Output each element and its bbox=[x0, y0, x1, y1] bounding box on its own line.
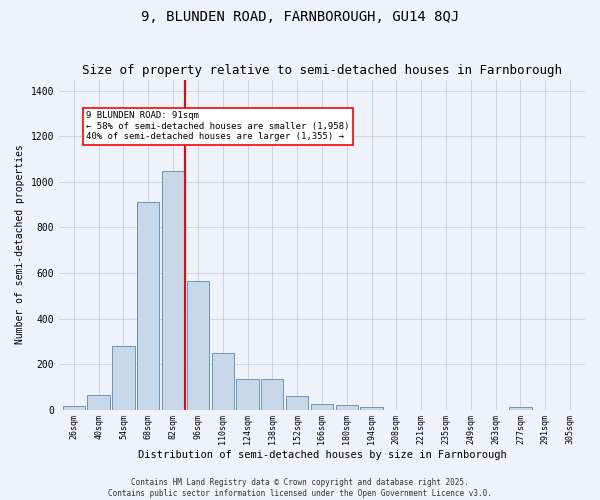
Bar bbox=[62, 406, 85, 409]
Bar bbox=[212, 352, 234, 410]
Bar bbox=[311, 404, 333, 409]
Bar bbox=[162, 170, 184, 410]
X-axis label: Distribution of semi-detached houses by size in Farnborough: Distribution of semi-detached houses by … bbox=[137, 450, 506, 460]
Text: Contains HM Land Registry data © Crown copyright and database right 2025.
Contai: Contains HM Land Registry data © Crown c… bbox=[108, 478, 492, 498]
Y-axis label: Number of semi-detached properties: Number of semi-detached properties bbox=[15, 144, 25, 344]
Bar bbox=[137, 202, 160, 410]
Bar bbox=[335, 405, 358, 409]
Text: 9 BLUNDEN ROAD: 91sqm
← 58% of semi-detached houses are smaller (1,958)
40% of s: 9 BLUNDEN ROAD: 91sqm ← 58% of semi-deta… bbox=[86, 112, 350, 141]
Title: Size of property relative to semi-detached houses in Farnborough: Size of property relative to semi-detach… bbox=[82, 64, 562, 77]
Bar bbox=[88, 395, 110, 409]
Text: 9, BLUNDEN ROAD, FARNBOROUGH, GU14 8QJ: 9, BLUNDEN ROAD, FARNBOROUGH, GU14 8QJ bbox=[141, 10, 459, 24]
Bar bbox=[361, 407, 383, 410]
Bar bbox=[261, 379, 283, 410]
Bar bbox=[286, 396, 308, 409]
Bar bbox=[236, 379, 259, 410]
Bar bbox=[112, 346, 134, 410]
Bar bbox=[187, 281, 209, 409]
Bar bbox=[509, 408, 532, 410]
